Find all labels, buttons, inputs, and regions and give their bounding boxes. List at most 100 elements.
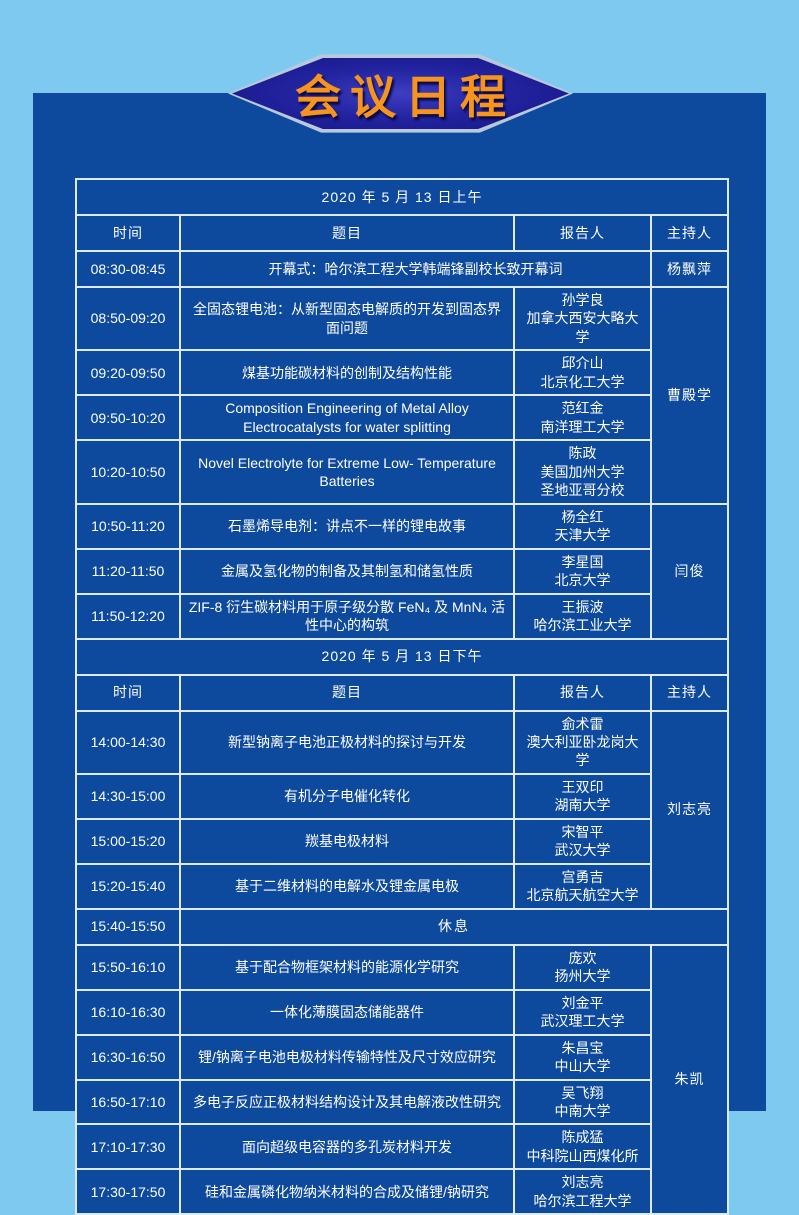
speaker-affiliation: 哈尔滨工业大学 (533, 617, 632, 634)
speaker-affiliation: 武汉理工大学 (540, 1013, 625, 1030)
speaker-cell: 范红金 南洋理工大学 (513, 394, 652, 442)
speaker-affiliation: 北京大学 (554, 572, 611, 589)
speaker-cell: 王振波哈尔滨工业大学 (513, 592, 652, 640)
speaker-name: 李星国 (561, 553, 604, 570)
time-cell: 14:30-15:00 (75, 772, 181, 820)
time-cell: 09:50-10:20 (75, 394, 181, 442)
speaker-cell: 陈政 美国加州大学 圣地亚哥分校 (513, 439, 652, 505)
time-cell: 15:00-15:20 (75, 817, 181, 865)
session-date-header: 2020 年 5 月 13 日下午 (74, 637, 730, 676)
page-title: 会议日程 (295, 70, 515, 123)
column-header-topic: 题目 (179, 673, 515, 712)
speaker-name: 刘志亮 (561, 1174, 604, 1191)
speaker-cell: 王双印 湖南大学 (513, 772, 652, 820)
speaker-name: 王双印 (561, 778, 604, 795)
topic-cell: ZIF-8 衍生碳材料用于原子级分散 FeN₄ 及 MnN₄ 活性中心的构筑 (179, 592, 515, 640)
speaker-affiliation: 天津大学 (554, 527, 611, 544)
time-cell: 15:50-16:10 (75, 943, 181, 991)
speaker-name: 陈成猛 (561, 1129, 604, 1146)
topic-cell: 基于配合物框架材料的能源化学研究 (179, 943, 515, 991)
host-cell: 刘志亮 (649, 709, 730, 910)
speaker-cell: 宋智平 武汉大学 (513, 817, 652, 865)
time-cell: 16:30-16:50 (75, 1033, 181, 1081)
schedule-row: 14:30-15:00 有机分子电催化转化 王双印 湖南大学 (75, 772, 728, 820)
column-header-speaker: 报告人 (513, 673, 652, 712)
host-cell: 杨飘萍 (649, 250, 730, 288)
schedule-row: 09:50-10:20 Composition Engineering of Me… (75, 394, 728, 442)
time-cell: 16:10-16:30 (75, 988, 181, 1036)
speaker-cell: 庞欢 扬州大学 (513, 943, 652, 991)
column-header-time: 时间 (75, 673, 181, 712)
schedule-row: 15:00-15:20 羰基电极材料 宋智平 武汉大学 (75, 817, 728, 865)
time-cell: 14:00-14:30 (75, 709, 181, 775)
column-header-row: 时间 题目 报告人 主持人 (75, 214, 730, 252)
session-date-header: 2020 年 5 月 13 日上午 (74, 178, 730, 216)
schedule-row: 16:10-16:30 一体化薄膜固态储能器件 刘金平 武汉理工大学 (75, 988, 728, 1036)
speaker-cell: 邱介山 北京化工大学 (513, 349, 652, 397)
topic-cell: 基于二维材料的电解水及锂金属电极 (179, 862, 515, 910)
speaker-name: 刘金平 (561, 994, 604, 1011)
speaker-cell: 朱昌宝 中山大学 (513, 1033, 652, 1081)
time-cell: 11:20-11:50 (75, 547, 181, 595)
speaker-name: 陈政 (568, 445, 597, 462)
topic-cell: 煤基功能碳材料的创制及结构性能 (179, 349, 515, 397)
speaker-name: 朱昌宝 (561, 1039, 604, 1056)
topic-cell: Novel Electrolyte for Extreme Low- Tempe… (179, 439, 515, 505)
speaker-name: 侴术雷 (561, 715, 604, 732)
topic-cell: 一体化薄膜固态储能器件 (179, 988, 515, 1036)
host-cell: 朱凯 (649, 943, 730, 1215)
speaker-cell: 侴术雷 澳大利亚卧龙岗大学 (513, 709, 652, 775)
speaker-cell: 杨全红 天津大学 (513, 502, 652, 550)
schedule-row: 17:30-17:50 硅和金属磷化物纳米材料的合成及储锂/钠研究 刘志亮 哈尔滨工程… (75, 1168, 728, 1215)
topic-cell: 羰基电极材料 (179, 817, 515, 865)
speaker-cell: 孙学良加拿大西安大略大学 (513, 285, 652, 352)
topic-cell: 休息 (178, 907, 730, 946)
schedule-row: 16:30-16:50 锂/钠离子电池电极材料传输特性及尺寸效应研究 朱昌宝 中山大学 (75, 1033, 728, 1081)
speaker-name: 王振波 (561, 598, 604, 615)
speaker-name: 杨全红 (561, 508, 604, 525)
speaker-cell: 宫勇吉 北京航天航空大学 (513, 862, 652, 910)
speaker-affiliation: 南洋理工大学 (540, 418, 625, 435)
time-cell: 16:50-17:10 (75, 1078, 181, 1126)
speaker-affiliation: 美国加州大学 (540, 463, 625, 480)
topic-cell: 多电子反应正极材料结构设计及其电解液改性研究 (179, 1078, 515, 1126)
time-cell: 10:20-10:50 (75, 439, 181, 505)
topic-cell: 有机分子电催化转化 (179, 772, 515, 820)
time-cell: 10:50-11:20 (75, 502, 181, 550)
page-background: { "banner": { "title": "会议日程" }, "colors… (33, 54, 766, 1215)
topic-cell: 金属及氢化物的制备及其制氢和储氢性质 (179, 547, 515, 595)
topic-cell: 锂/钠离子电池电极材料传输特性及尺寸效应研究 (179, 1033, 515, 1081)
host-cell: 闫俊 (649, 502, 730, 640)
schedule-row: 15:50-16:10 基于配合物框架材料的能源化学研究 庞欢 扬州大学 朱凯 (75, 943, 730, 1215)
conference-schedule-table: 2020 年 5 月 13 日上午 时间 题目 报告人 主持人 08:30-08:45 开幕… (74, 178, 730, 1215)
topic-cell: 石墨烯导电剂：讲点不一样的锂电故事 (179, 502, 515, 550)
speaker-affiliation: 北京航天航空大学 (526, 887, 639, 904)
schedule-row: 14:00-14:30 新型钠离子电池正极材料的探讨与开发 侴术雷 澳大利亚卧龙岗大学… (75, 709, 730, 910)
speaker-affiliation: 加拿大西安大略大学 (526, 310, 639, 345)
column-header-time: 时间 (75, 214, 181, 252)
speaker-affiliation: 中科院山西煤化所 (526, 1147, 639, 1164)
schedule-row: 09:20-09:50 煤基功能碳材料的创制及结构性能 邱介山 北京化工大学 (75, 349, 728, 397)
schedule-row: 15:40-15:50 休息 (75, 907, 730, 946)
time-cell: 09:20-09:50 (75, 349, 181, 397)
speaker-name: 邱介山 (561, 355, 604, 372)
session-date-row: 2020 年 5 月 13 日下午 (74, 637, 730, 676)
speaker-cell: 刘金平 武汉理工大学 (513, 988, 652, 1036)
time-cell: 17:30-17:50 (75, 1168, 181, 1215)
column-header-host: 主持人 (649, 673, 730, 712)
speaker-name: 范红金 (561, 400, 604, 417)
topic-cell: Composition Engineering of Metal Alloy E… (179, 394, 515, 442)
speaker-affiliation: 北京化工大学 (540, 373, 625, 390)
column-header-host: 主持人 (649, 214, 730, 252)
schedule-row: 16:50-17:10 多电子反应正极材料结构设计及其电解液改性研究 吴飞翔 中南大学 (75, 1078, 728, 1126)
speaker-cell: 吴飞翔 中南大学 (513, 1078, 652, 1126)
speaker-name: 宋智平 (561, 823, 604, 840)
schedule-row: 11:50-12:20 ZIF-8 衍生碳材料用于原子级分散 FeN₄ 及 MnN… (75, 592, 728, 640)
speaker-affiliation: 圣地亚哥分校 (540, 482, 625, 499)
speaker-affiliation: 湖南大学 (554, 797, 611, 814)
speaker-affiliation: 哈尔滨工程大学 (533, 1192, 632, 1209)
column-header-row: 时间 题目 报告人 主持人 (75, 673, 730, 712)
topic-cell: 硅和金属磷化物纳米材料的合成及储锂/钠研究 (179, 1168, 515, 1215)
speaker-name: 孙学良 (561, 292, 604, 308)
speaker-affiliation: 中山大学 (554, 1058, 611, 1075)
